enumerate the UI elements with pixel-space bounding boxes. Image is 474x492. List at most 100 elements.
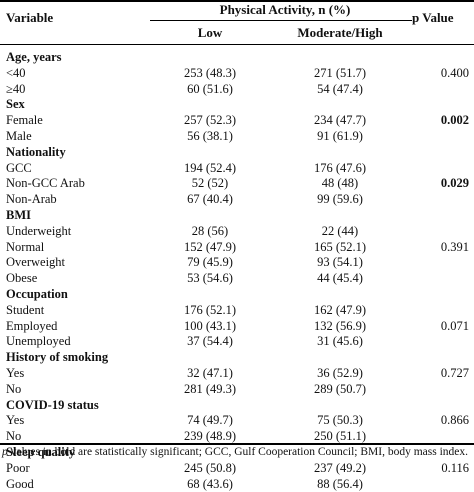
row-label: Employed <box>6 318 58 333</box>
group-header-row: Nationality <box>0 145 474 161</box>
cell-low: 53 (54.6) <box>187 271 233 286</box>
table-row: Yes 32 (47.1) 36 (52.9) 0.727 <box>0 366 474 382</box>
group-header-row: Age, years <box>0 50 474 66</box>
cell-moderate-high: 271 (51.7) <box>313 65 367 80</box>
table-row: Overweight 79 (45.9) 93 (54.1) <box>0 255 474 271</box>
table-row: Poor 245 (50.8) 237 (49.2) 0.116 <box>0 461 474 477</box>
cell-p-value: 0.071 <box>440 318 469 333</box>
cell-low: 100 (43.1) <box>183 318 237 333</box>
header-sub-rule <box>150 20 412 21</box>
table-row: Yes 74 (49.7) 75 (50.3) 0.866 <box>0 413 474 429</box>
row-label: GCC <box>6 160 32 175</box>
table-row: No 239 (48.9) 250 (51.1) <box>0 429 474 445</box>
cell-moderate-high: 176 (47.6) <box>313 160 367 175</box>
row-label: Good <box>6 476 34 491</box>
cell-low: 37 (54.4) <box>187 334 233 349</box>
cell-moderate-high: 250 (51.1) <box>313 429 367 444</box>
cell-p-value: 0.727 <box>440 365 469 380</box>
cell-low: 32 (47.1) <box>187 365 233 380</box>
cell-moderate-high: 162 (47.9) <box>313 302 367 317</box>
group-header-row: COVID-19 status <box>0 398 474 414</box>
group-header-row: Sleep quality <box>0 445 474 461</box>
cell-moderate-high: 48 (48) <box>321 176 359 191</box>
table-row: Good 68 (43.6) 88 (56.4) <box>0 477 474 492</box>
cell-low: 176 (52.1) <box>183 302 237 317</box>
cell-p-value: 0.029 <box>440 176 469 191</box>
table-row: Male 56 (38.1) 91 (61.9) <box>0 129 474 145</box>
cell-p-value: 0.002 <box>440 113 469 128</box>
cell-low: 152 (47.9) <box>183 239 237 254</box>
cell-low: 253 (48.3) <box>183 65 237 80</box>
cell-moderate-high: 132 (56.9) <box>313 318 367 333</box>
cell-moderate-high: 22 (44) <box>321 223 359 238</box>
header-low: Low <box>197 25 223 40</box>
group-label: BMI <box>6 207 31 222</box>
cell-low: 56 (38.1) <box>187 128 233 143</box>
cell-moderate-high: 75 (50.3) <box>317 413 363 428</box>
cell-p-value: 0.866 <box>440 413 469 428</box>
table-row: Normal 152 (47.9) 165 (52.1) 0.391 <box>0 240 474 256</box>
cell-moderate-high: 88 (56.4) <box>317 476 363 491</box>
row-label: Male <box>6 128 32 143</box>
cell-moderate-high: 99 (59.6) <box>317 192 363 207</box>
group-label: Sleep quality <box>6 444 76 459</box>
cell-low: 257 (52.3) <box>183 113 237 128</box>
cell-low: 52 (52) <box>191 176 229 191</box>
cell-moderate-high: 44 (45.4) <box>317 271 363 286</box>
table-row: Underweight 28 (56) 22 (44) <box>0 224 474 240</box>
table-row: ≥40 60 (51.6) 54 (47.4) <box>0 82 474 98</box>
row-label: Unemployed <box>6 334 71 349</box>
header-p-value: p Value <box>412 10 454 25</box>
row-label: Underweight <box>6 223 72 238</box>
table-row: Non-GCC Arab 52 (52) 48 (48) 0.029 <box>0 176 474 192</box>
cell-p-value: 0.116 <box>441 460 469 475</box>
row-label: <40 <box>6 65 26 80</box>
table-row: <40 253 (48.3) 271 (51.7) 0.400 <box>0 66 474 82</box>
header-bottom-rule <box>0 44 474 45</box>
cell-p-value: 0.391 <box>440 239 469 254</box>
cell-p-value: 0.400 <box>440 65 469 80</box>
table-row: Non-Arab 67 (40.4) 99 (59.6) <box>0 192 474 208</box>
group-label: COVID-19 status <box>6 397 99 412</box>
row-label: Obese <box>6 271 38 286</box>
group-label: Nationality <box>6 144 66 159</box>
cell-moderate-high: 31 (45.6) <box>317 334 363 349</box>
cell-low: 28 (56) <box>191 223 229 238</box>
cell-moderate-high: 165 (52.1) <box>313 239 367 254</box>
cell-low: 68 (43.6) <box>187 476 233 491</box>
cell-low: 74 (49.7) <box>187 413 233 428</box>
cell-low: 67 (40.4) <box>187 192 233 207</box>
cell-moderate-high: 234 (47.7) <box>313 113 367 128</box>
table-bottom-rule <box>0 443 474 445</box>
row-label: Yes <box>6 365 25 380</box>
header-variable: Variable <box>6 10 54 25</box>
row-label: Overweight <box>6 255 66 270</box>
group-label: Sex <box>6 97 25 112</box>
cell-moderate-high: 289 (50.7) <box>313 381 367 396</box>
group-header-row: History of smoking <box>0 350 474 366</box>
row-label: No <box>6 381 22 396</box>
row-label: Non-Arab <box>6 192 57 207</box>
group-header-row: BMI <box>0 208 474 224</box>
group-label: Age, years <box>6 50 62 64</box>
table-row: Obese 53 (54.6) 44 (45.4) <box>0 271 474 287</box>
cell-low: 194 (52.4) <box>183 160 237 175</box>
row-label: Student <box>6 302 45 317</box>
cell-moderate-high: 93 (54.1) <box>317 255 363 270</box>
table-row: Student 176 (52.1) 162 (47.9) <box>0 303 474 319</box>
group-label: History of smoking <box>6 350 109 365</box>
table-body: Age, years <40 253 (48.3) 271 (51.7) 0.400 ≥4… <box>0 50 474 492</box>
table-footnote: p values in bold are statistically signi… <box>2 445 468 459</box>
header-p-value-text: Value <box>422 10 454 25</box>
cell-low: 79 (45.9) <box>187 255 233 270</box>
cell-moderate-high: 237 (49.2) <box>313 460 367 475</box>
group-label: Occupation <box>6 286 68 301</box>
header-moderate-high: Moderate/High <box>297 25 383 40</box>
cell-moderate-high: 54 (47.4) <box>317 81 363 96</box>
cell-low: 60 (51.6) <box>187 81 233 96</box>
cell-low: 281 (49.3) <box>183 381 237 396</box>
table-row: Unemployed 37 (54.4) 31 (45.6) <box>0 334 474 350</box>
cell-low: 239 (48.9) <box>183 429 237 444</box>
table-row: Employed 100 (43.1) 132 (56.9) 0.071 <box>0 319 474 335</box>
